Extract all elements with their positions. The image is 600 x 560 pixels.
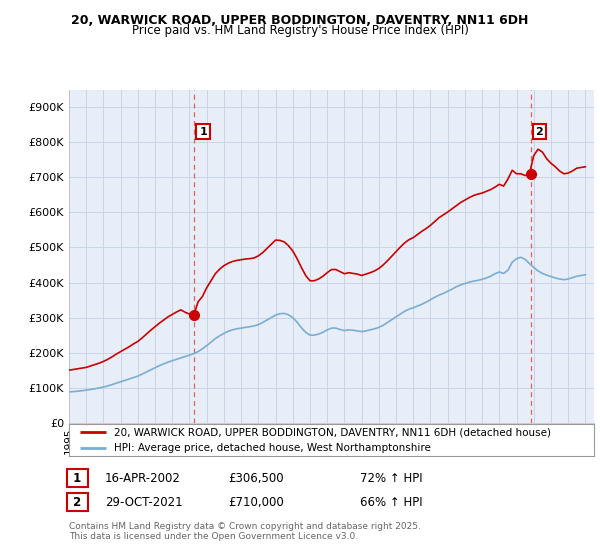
Text: HPI: Average price, detached house, West Northamptonshire: HPI: Average price, detached house, West… — [113, 444, 431, 454]
Text: 16-APR-2002: 16-APR-2002 — [105, 472, 181, 484]
Text: 20, WARWICK ROAD, UPPER BODDINGTON, DAVENTRY, NN11 6DH (detached house): 20, WARWICK ROAD, UPPER BODDINGTON, DAVE… — [113, 427, 551, 437]
Text: 20, WARWICK ROAD, UPPER BODDINGTON, DAVENTRY, NN11 6DH: 20, WARWICK ROAD, UPPER BODDINGTON, DAVE… — [71, 14, 529, 27]
Text: 29-OCT-2021: 29-OCT-2021 — [105, 496, 182, 508]
Text: 2: 2 — [69, 496, 85, 508]
Text: 2: 2 — [536, 127, 544, 137]
Text: 72% ↑ HPI: 72% ↑ HPI — [360, 472, 422, 484]
Text: 1: 1 — [69, 472, 85, 484]
Text: 66% ↑ HPI: 66% ↑ HPI — [360, 496, 422, 508]
Text: 1: 1 — [199, 127, 207, 137]
Text: Contains HM Land Registry data © Crown copyright and database right 2025.
This d: Contains HM Land Registry data © Crown c… — [69, 522, 421, 542]
Text: £710,000: £710,000 — [228, 496, 284, 508]
Text: £306,500: £306,500 — [228, 472, 284, 484]
Text: Price paid vs. HM Land Registry's House Price Index (HPI): Price paid vs. HM Land Registry's House … — [131, 24, 469, 37]
